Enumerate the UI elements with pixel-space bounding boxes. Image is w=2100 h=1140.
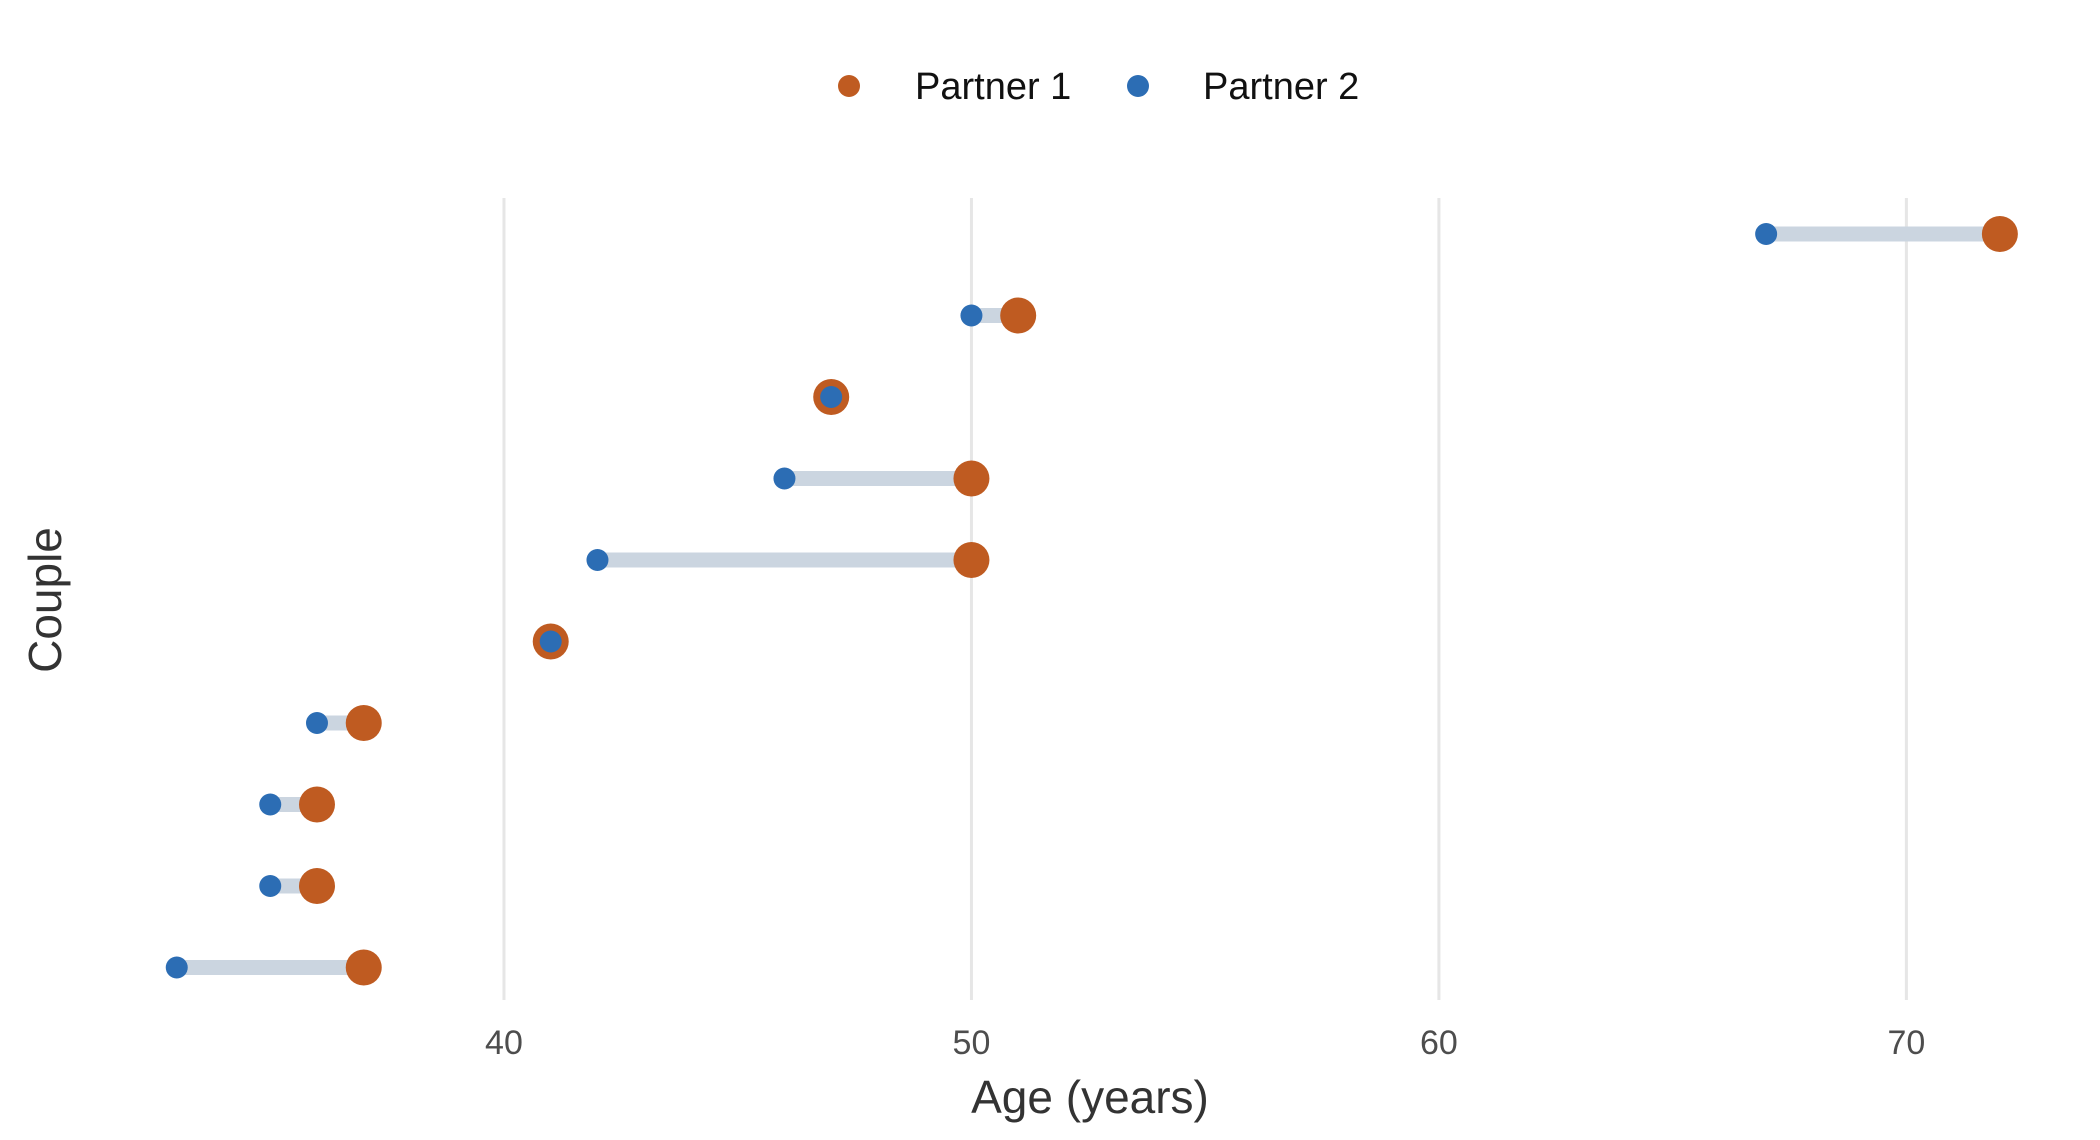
x-tick-label-70: 70: [1887, 1024, 1925, 1062]
point-partner-2-couple-8: [259, 793, 282, 816]
point-partner-1-couple-4: [953, 460, 990, 497]
x-axis-ticks: 40 50 60 70: [485, 1024, 1925, 1062]
point-partner-1-couple-8: [298, 786, 335, 823]
point-partner-1-couple-9: [298, 868, 335, 904]
legend: Partner 1 Partner 2: [838, 66, 1359, 108]
y-axis-title: Couple: [19, 527, 71, 673]
point-partner-2-couple-3: [820, 386, 843, 408]
legend-label-partner-2: Partner 2: [1203, 66, 1359, 108]
point-partner-2-couple-7: [305, 712, 328, 734]
point-partner-1-couple-7: [345, 705, 382, 741]
x-tick-label-40: 40: [485, 1024, 523, 1062]
point-partner-2-couple-9: [259, 875, 282, 897]
points: [165, 216, 2018, 986]
point-partner-1-couple-10: [345, 949, 382, 986]
point-partner-1-couple-2: [1000, 297, 1037, 334]
point-partner-2-couple-4: [773, 467, 796, 490]
point-partner-2-couple-5: [586, 549, 609, 571]
legend-marker-partner-2: [1127, 75, 1149, 97]
point-partner-2-couple-2: [960, 304, 983, 327]
point-partner-1-couple-1: [1981, 216, 2018, 252]
point-partner-2-couple-10: [165, 956, 188, 979]
legend-label-partner-1: Partner 1: [915, 66, 1071, 108]
legend-marker-partner-1: [838, 75, 860, 97]
connectors: [176, 226, 2000, 975]
x-tick-label-50: 50: [953, 1024, 991, 1062]
point-partner-2-couple-1: [1755, 223, 1778, 245]
point-partner-1-couple-5: [953, 542, 990, 578]
point-partner-2-couple-6: [539, 630, 562, 653]
x-axis-title: Age (years): [971, 1071, 1209, 1123]
gridlines: [502, 198, 1908, 1000]
x-tick-label-60: 60: [1420, 1024, 1458, 1062]
